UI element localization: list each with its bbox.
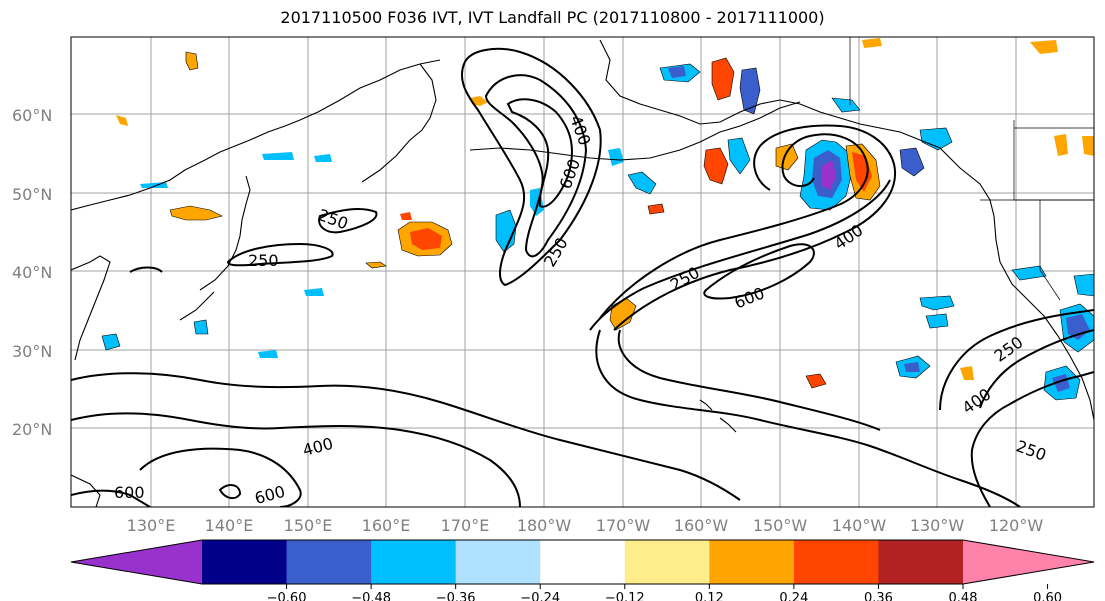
colorbar-segment — [793, 540, 879, 584]
lat-label: 60°N — [12, 106, 52, 125]
shade-patch — [1030, 40, 1058, 54]
lat-label: 40°N — [12, 263, 52, 282]
contour-label: 600 — [114, 483, 145, 502]
shade-patch — [400, 212, 412, 220]
shade-patch — [727, 137, 751, 175]
lon-label: 140°W — [832, 516, 887, 535]
contour-label: 250 — [248, 251, 279, 270]
shade-patch — [185, 51, 199, 71]
shade-patch — [1054, 134, 1068, 156]
shade-patch — [397, 221, 453, 257]
shade-patch — [1011, 265, 1047, 281]
shade-patch — [1052, 374, 1070, 392]
colorbar-tick-label: −0.36 — [436, 591, 476, 601]
colorbar-extend-low — [71, 540, 202, 584]
shade-patch — [116, 115, 128, 126]
shade-patch — [365, 261, 387, 269]
lon-label: 150°E — [284, 516, 333, 535]
shade-patch — [711, 57, 735, 101]
longitude-labels: 130°E 140°E 150°E 160°E 170°E 180°W 170°W 160°W… — [127, 516, 1044, 535]
graticule — [71, 37, 1094, 507]
shade-patch — [831, 97, 861, 113]
shade-patch — [1073, 273, 1094, 297]
colorbar-segment — [878, 540, 964, 584]
shade-patch — [314, 154, 332, 162]
shade-patch — [668, 66, 686, 78]
lon-label: 180°W — [517, 516, 572, 535]
lat-label: 50°N — [12, 185, 52, 204]
shade-patch — [925, 313, 949, 329]
colorbar-segment — [286, 540, 372, 584]
borders — [849, 37, 1094, 301]
lon-label: 140°E — [205, 516, 254, 535]
shade-patch — [304, 288, 324, 296]
colorbar-segment — [540, 540, 626, 584]
lat-label: 30°N — [12, 342, 52, 361]
map-area — [71, 37, 1094, 507]
colorbar-segment — [455, 540, 541, 584]
colorbar-tick-label: −0.60 — [267, 591, 307, 601]
lon-label: 160°E — [362, 516, 411, 535]
colorbar-segment — [202, 540, 288, 584]
colorbar-extend-high — [963, 540, 1094, 584]
shade-patch — [822, 160, 836, 190]
colorbar-segment — [709, 540, 795, 584]
lon-label: 170°E — [441, 516, 490, 535]
shade-patch — [495, 209, 517, 253]
shade-patch — [193, 319, 209, 335]
shade-patch — [647, 203, 665, 215]
colorbar-segment — [371, 540, 457, 584]
colorbar-tick-label: −0.12 — [605, 591, 645, 601]
colorbar-tick-label: 0.24 — [779, 591, 808, 601]
shade-patch — [703, 147, 729, 185]
lon-label: 120°W — [989, 516, 1044, 535]
shade-patch — [169, 205, 223, 221]
colorbar-tick-label: 0.60 — [1033, 591, 1062, 601]
lat-label: 20°N — [12, 420, 52, 439]
shade-patch — [919, 295, 955, 311]
colorbar-tick-label: −0.24 — [520, 591, 560, 601]
shade-patch — [608, 148, 624, 166]
shade-patch — [899, 147, 925, 177]
pc-shading — [101, 38, 1094, 401]
lon-label: 150°W — [753, 516, 808, 535]
lon-label: 170°W — [596, 516, 651, 535]
shade-patch — [775, 143, 799, 171]
colorbar-tick-label: 0.36 — [864, 591, 893, 601]
colorbar: −0.60 −0.48 −0.36 −0.24 −0.12 0.12 0.24 0.36 0.4… — [70, 539, 1095, 601]
shade-patch — [101, 333, 121, 351]
shade-patch — [904, 362, 920, 372]
shade-patch — [960, 366, 974, 380]
map-frame — [70, 36, 1095, 508]
colorbar-tick-label: 0.12 — [695, 591, 724, 601]
coastlines — [71, 39, 1094, 507]
shade-patch — [627, 171, 657, 195]
shade-patch — [258, 350, 278, 358]
shade-patch — [739, 67, 761, 115]
lon-label: 130°E — [127, 516, 176, 535]
shade-patch — [805, 373, 827, 389]
colorbar-outline — [70, 539, 1095, 585]
latitude-labels: 60°N 50°N 40°N 30°N 20°N — [12, 106, 52, 439]
map-title: 2017110500 F036 IVT, IVT Landfall PC (20… — [280, 8, 825, 27]
shade-patch — [262, 152, 294, 160]
shade-patch — [1082, 136, 1094, 156]
shade-patch — [919, 127, 953, 151]
colorbar-tick-label: 0.48 — [949, 591, 978, 601]
colorbar-segment — [624, 540, 710, 584]
colorbar-tick-label: −0.48 — [351, 591, 391, 601]
ivt-contours — [71, 47, 1094, 507]
lon-label: 130°W — [910, 516, 965, 535]
shade-patch — [862, 38, 882, 48]
lon-label: 160°W — [674, 516, 729, 535]
